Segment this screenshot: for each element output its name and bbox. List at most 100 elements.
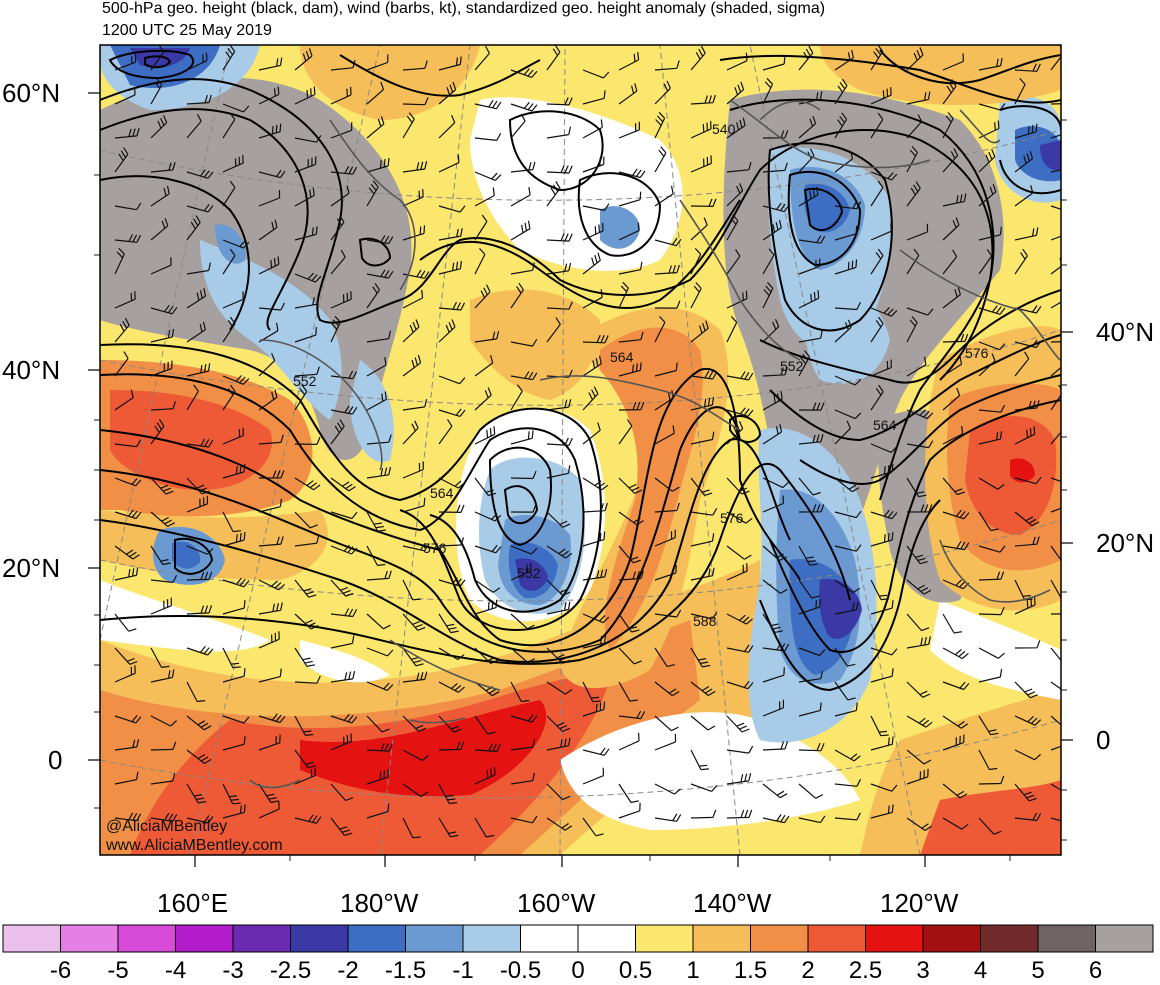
wind-barb	[330, 511, 358, 520]
anomaly-shading	[100, 45, 1061, 855]
wind-barb	[114, 812, 142, 822]
wind-barb	[1050, 745, 1061, 751]
wind-barb	[762, 642, 790, 652]
wind-barb	[366, 357, 387, 377]
map-plot-area: 540 552 552 552 564 564 564 576 576 576 …	[100, 45, 1061, 855]
colorbar-label: 0	[571, 957, 585, 984]
lon-label-140w: 140°W	[693, 888, 772, 918]
wind-barb	[906, 114, 923, 139]
wind-barb	[330, 122, 353, 139]
wind-barb	[402, 497, 426, 513]
wind-barb	[1014, 339, 1042, 349]
wind-barb	[942, 112, 954, 139]
wind-barb	[186, 113, 202, 139]
wind-barb	[618, 362, 642, 377]
wind-barb	[366, 235, 394, 245]
wind-barb	[546, 233, 573, 242]
wind-barb	[402, 613, 426, 631]
wind-barb	[114, 54, 137, 71]
wind-barb	[726, 214, 739, 241]
wind-barb	[114, 771, 139, 785]
wind-barb	[1014, 681, 1038, 699]
wind-barb	[726, 371, 754, 381]
wind-barb	[150, 575, 178, 583]
wind-barb	[150, 597, 172, 615]
wind-barb	[870, 509, 898, 520]
wind-barb	[618, 281, 629, 309]
wind-barb	[582, 502, 608, 513]
wind-barb	[1050, 647, 1061, 662]
wind-barb	[186, 94, 212, 105]
wind-barb	[330, 713, 358, 724]
wind-barb	[798, 670, 824, 683]
wind-barb	[330, 783, 354, 802]
wind-barb	[942, 333, 969, 343]
wind-barb	[618, 511, 644, 526]
wind-barb	[474, 187, 495, 207]
wind-barb	[222, 180, 236, 207]
wind-barb	[870, 171, 898, 181]
wind-barb	[150, 419, 165, 445]
wind-barb	[294, 477, 321, 491]
wind-barb	[906, 440, 934, 449]
wind-barb	[834, 302, 861, 311]
wind-barb	[582, 422, 601, 445]
colorbar-label: 6	[1088, 957, 1103, 984]
wind-barb	[402, 420, 419, 445]
wind-barb	[906, 579, 932, 595]
wind-barb	[582, 252, 601, 275]
wind-barb	[834, 749, 861, 762]
wind-barb	[726, 745, 754, 754]
wind-barb	[474, 99, 502, 110]
wind-barb	[474, 214, 488, 241]
wind-barb	[978, 511, 999, 532]
wind-barb	[618, 51, 640, 71]
wind-barb	[258, 713, 286, 724]
wind-barb	[582, 203, 610, 211]
wind-barb	[294, 647, 316, 667]
wind-barb	[474, 681, 500, 697]
wind-barb	[582, 531, 606, 547]
wind-barb	[906, 181, 921, 207]
wind-barb	[546, 647, 571, 664]
wind-barb	[582, 817, 604, 837]
wind-barb	[474, 477, 497, 497]
wind-barb	[366, 715, 390, 733]
wind-barb	[1014, 123, 1038, 139]
wind-barb	[510, 504, 537, 513]
wind-barb	[834, 778, 862, 787]
colorbar-swatch	[462, 924, 521, 953]
wind-barb	[474, 133, 502, 141]
wind-barb	[114, 317, 130, 343]
wind-barb	[258, 734, 281, 751]
wind-barb	[618, 647, 642, 665]
wind-barb	[474, 817, 495, 838]
wind-barb	[834, 259, 858, 275]
wind-barb	[582, 69, 610, 79]
wind-barb	[582, 222, 604, 241]
wind-barb	[762, 613, 784, 633]
wind-barb	[798, 290, 820, 309]
wind-barb	[510, 562, 532, 581]
wind-barb	[690, 247, 702, 275]
wind-barb	[222, 384, 236, 411]
wind-barb	[258, 86, 280, 105]
wind-barb	[366, 803, 390, 819]
lat-label-right-20n: 20°N	[1096, 528, 1155, 558]
wind-barb	[546, 399, 572, 411]
wind-barb	[294, 715, 314, 736]
wind-barb	[1014, 400, 1040, 411]
wind-barb	[186, 681, 206, 703]
wind-barb	[978, 715, 999, 736]
wind-barb	[258, 434, 284, 445]
wind-barb	[114, 128, 140, 139]
wind-barb	[1050, 715, 1061, 726]
wind-barb	[438, 477, 466, 489]
wind-barb	[1050, 169, 1061, 173]
wind-barb	[186, 477, 210, 495]
wind-barb	[330, 215, 345, 241]
wind-barb	[366, 466, 392, 479]
wind-barb	[582, 90, 606, 105]
wind-barb	[222, 239, 250, 249]
colorbar-swatch	[807, 924, 866, 953]
